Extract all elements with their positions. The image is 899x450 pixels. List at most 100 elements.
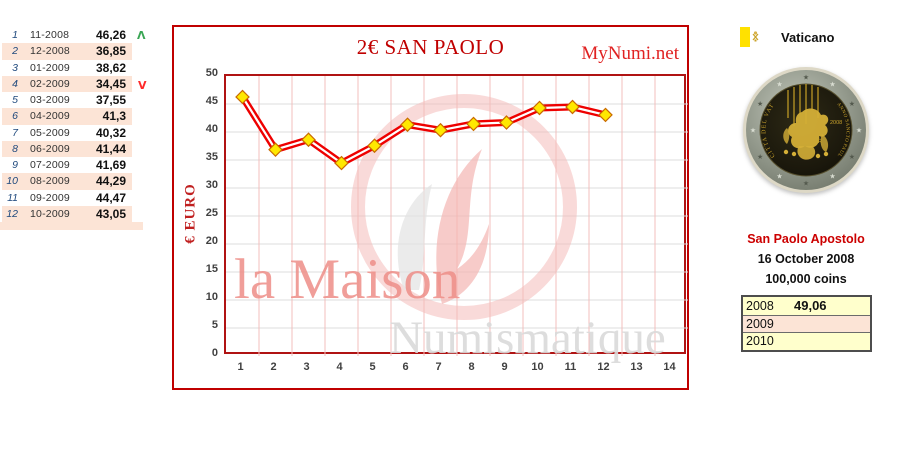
history-cell-date[interactable]: 04-2009	[30, 110, 70, 123]
history-row[interactable]: 2 12-2008 36,85	[2, 43, 132, 60]
y-tick-label: 5	[211, 319, 218, 331]
history-row[interactable]: 6 04-2009 41,3	[2, 108, 132, 125]
history-cell-value[interactable]: 34,45	[95, 76, 126, 91]
x-tick-label: 4	[336, 361, 343, 373]
issue-year[interactable]: 2010	[746, 334, 774, 349]
coin-mint-mark: R	[818, 139, 822, 145]
history-cell-num[interactable]: 1	[12, 29, 18, 42]
history-cell-value[interactable]: 41,69	[95, 158, 126, 173]
history-cell-value[interactable]: 36,85	[95, 44, 126, 59]
history-cell-date[interactable]: 06-2009	[30, 142, 70, 155]
data-point-marker	[565, 99, 580, 115]
issue-row[interactable]: 2010	[743, 332, 870, 350]
history-cell-num[interactable]: 10	[6, 175, 18, 188]
history-cell-value[interactable]: 37,55	[95, 93, 126, 108]
history-cell-value[interactable]: 44,29	[95, 174, 126, 189]
coin-star-icon: ★	[776, 81, 782, 89]
history-cell-value[interactable]: 43,05	[95, 206, 126, 221]
issue-row[interactable]: 2008 49,06	[743, 297, 870, 315]
history-row[interactable]: 12 10-2009 43,05	[2, 205, 132, 222]
history-row[interactable]: 4 02-2009 34,45	[2, 75, 132, 92]
y-tick-label: 0	[211, 347, 218, 359]
coin-star-icon: ★	[803, 74, 809, 82]
x-tick-label: 11	[564, 361, 577, 373]
coin-year: 2008	[830, 120, 842, 126]
issue-year[interactable]: 2008	[746, 298, 774, 313]
coin-name-label: San Paolo Apostolo	[747, 232, 865, 246]
data-point-marker	[334, 155, 349, 171]
history-cell-date[interactable]: 12-2008	[30, 45, 70, 58]
chart-title: 2€ SAN PAOLO	[356, 35, 505, 59]
history-row[interactable]: 10 08-2009 44,29	[2, 173, 132, 190]
issue-row[interactable]: 2009	[743, 314, 870, 332]
y-tick-label: 25	[205, 207, 218, 219]
data-point-marker	[268, 142, 283, 157]
history-cell-date[interactable]: 11-2008	[30, 29, 70, 42]
history-row[interactable]: 3 01-2009 38,62	[2, 60, 132, 76]
data-point-marker	[433, 122, 448, 138]
data-point-marker	[400, 117, 415, 133]
history-cell-value[interactable]: 38,62	[95, 60, 126, 75]
history-cell-date[interactable]: 07-2009	[30, 159, 70, 172]
history-row[interactable]: 7 05-2009 40,32	[2, 125, 132, 141]
x-tick-label: 1	[237, 361, 244, 373]
history-cell-value[interactable]: 44,47	[95, 190, 126, 205]
y-tick-label: 45	[205, 95, 218, 107]
history-cell-value[interactable]: 41,44	[95, 141, 126, 156]
y-tick-label: 10	[205, 291, 218, 303]
history-cell-num[interactable]: 9	[12, 159, 18, 172]
flag-emblem-icon	[752, 31, 759, 42]
history-cell-num[interactable]: 2	[12, 45, 18, 58]
coin-stars: ★ ★ ★ ★ ★ ★ ★ ★ ★ ★ ★ ★	[750, 74, 862, 188]
plot-area: la Maison Numismatique	[224, 74, 688, 364]
history-cell-num[interactable]: 5	[12, 94, 18, 107]
history-cell-date[interactable]: 01-2009	[30, 61, 70, 74]
history-cell-date[interactable]: 03-2009	[30, 94, 70, 107]
issue-info: San Paolo Apostolo 16 October 2008 100,0…	[716, 232, 896, 292]
brand-link[interactable]: MyNumi.net	[581, 43, 679, 64]
price-series	[235, 89, 613, 171]
svg-text:la Maison: la Maison	[234, 248, 460, 311]
history-row[interactable]: 5 03-2009 37,55	[2, 92, 132, 108]
coin-image: ★★★★★★★★★★★★ CITTA DEL VATICANO ANNO SAN…	[742, 66, 869, 193]
data-point-marker	[532, 100, 547, 116]
history-cell-value[interactable]: 40,32	[95, 125, 126, 140]
history-cell-value[interactable]: 41,3	[102, 109, 126, 124]
history-cell-num[interactable]: 6	[12, 110, 18, 123]
x-tick-label: 8	[468, 361, 475, 373]
chart-panel: 2€ SAN PAOLO MyNumi.net € EURO la Maison…	[172, 25, 689, 390]
history-cell-num[interactable]: 11	[7, 191, 18, 204]
x-tick-label: 7	[435, 361, 442, 373]
min-value-marker-icon: V	[138, 79, 147, 92]
history-row[interactable]: 11 09-2009 44,47	[2, 190, 132, 206]
x-tick-label: 3	[303, 361, 310, 373]
x-tick-label: 9	[501, 361, 508, 373]
history-cell-date[interactable]: 02-2009	[30, 77, 70, 90]
issue-year[interactable]: 2009	[746, 316, 774, 331]
history-cell-date[interactable]: 08-2009	[30, 175, 70, 188]
history-row[interactable]: 9 07-2009 41,69	[2, 157, 132, 173]
history-cell-num[interactable]: 7	[12, 126, 18, 139]
data-point-marker	[499, 115, 514, 130]
history-cell-num[interactable]: 4	[12, 77, 18, 90]
svg-text:Numismatique: Numismatique	[389, 312, 666, 364]
data-point-marker	[235, 89, 250, 105]
coin-star-icon: ★	[856, 127, 862, 135]
history-cell-date[interactable]: 09-2009	[30, 191, 70, 204]
coin-star-icon: ★	[849, 100, 855, 108]
history-row[interactable]: 1 11-2008 46,26	[2, 27, 132, 43]
y-tick-label: 30	[205, 179, 218, 191]
history-cell-date[interactable]: 10-2009	[30, 207, 70, 220]
data-point-marker	[367, 138, 382, 154]
coin-star-icon: ★	[757, 153, 763, 161]
flag-white-half	[750, 27, 761, 47]
issue-value[interactable]: 49,06	[794, 298, 827, 314]
history-row[interactable]: 8 06-2009 41,44	[2, 140, 132, 157]
history-cell-num[interactable]: 12	[6, 207, 18, 220]
history-cell-date[interactable]: 05-2009	[30, 126, 70, 139]
history-cell-num[interactable]: 3	[12, 61, 18, 74]
flag-yellow-half	[740, 27, 750, 47]
history-cell-value[interactable]: 46,26	[95, 28, 126, 43]
history-cell-num[interactable]: 8	[12, 142, 18, 155]
